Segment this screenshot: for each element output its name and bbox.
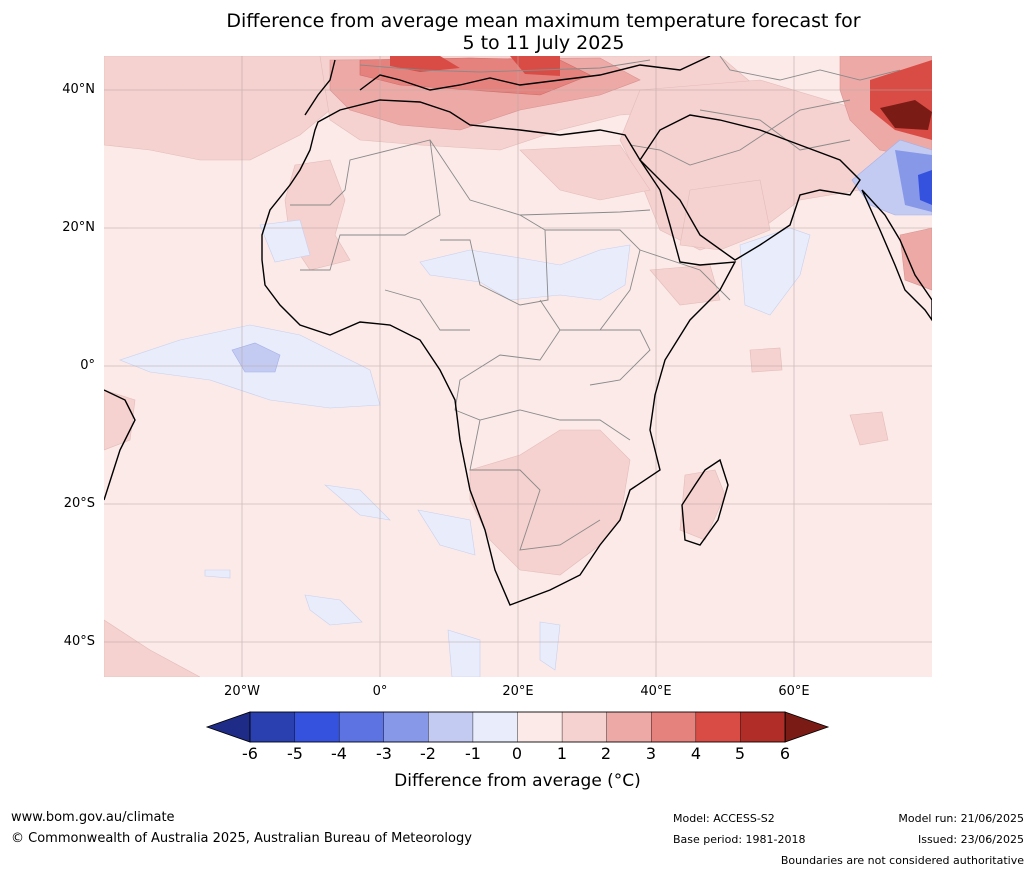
colorbar	[205, 711, 830, 743]
footer-issued: Issued: 23/06/2025	[917, 833, 1024, 846]
colorbar-tick: 0	[511, 744, 523, 763]
lat-label-20s: 20°S	[63, 496, 95, 511]
colorbar-cell	[338, 711, 385, 743]
colorbar-tick: 4	[690, 744, 702, 763]
graticule	[104, 56, 932, 677]
colorbar-tick: -2	[420, 744, 436, 763]
colorbar-tick: -6	[242, 744, 258, 763]
colorbar-cell	[651, 711, 697, 743]
colorbar-tick: 5	[734, 744, 746, 763]
colorbar-cell	[606, 711, 652, 743]
anomaly-cooler-atlantic	[231, 342, 281, 373]
country-boundaries	[290, 56, 901, 551]
colorbar-tick: 3	[645, 744, 657, 763]
footer-copyright: © Commonwealth of Australia 2025, Austra…	[11, 831, 472, 846]
colorbar-tick: -1	[465, 744, 481, 763]
lat-label-20n: 20°N	[62, 220, 95, 235]
coastlines	[104, 56, 932, 606]
colorbar-cell	[740, 711, 786, 743]
colorbar-cell	[472, 711, 519, 743]
colorbar-cell	[561, 711, 608, 743]
anomaly-warm-sahara-east	[519, 144, 771, 251]
europe-coastline	[304, 56, 711, 116]
lon-label-20w: 20°W	[224, 684, 260, 699]
colorbar-tick: -5	[287, 744, 303, 763]
arabia-coastline	[639, 114, 861, 261]
colorbar-max-extension	[784, 711, 830, 743]
colorbar-min-extension	[205, 711, 251, 743]
colorbar-cell	[517, 711, 563, 743]
lon-label-0: 0°	[372, 684, 388, 699]
lat-label-40n: 40°N	[62, 82, 95, 97]
anomaly-cool-sahel	[259, 219, 631, 301]
anomaly-warm-madagascar	[679, 469, 726, 541]
colorbar-cell	[249, 711, 296, 743]
map-title: Difference from average mean maximum tem…	[0, 10, 1035, 54]
footer-website: www.bom.gov.au/climate	[11, 810, 175, 825]
anomaly-hotter-balkans	[390, 56, 560, 76]
title-line-2: 5 to 11 July 2025	[462, 32, 625, 54]
footer-disclaimer: Boundaries are not considered authoritat…	[780, 854, 1024, 867]
anomaly-warm-india	[899, 227, 932, 291]
lat-label-equator: 0°	[80, 358, 95, 373]
lon-label-20e: 20°E	[502, 684, 534, 699]
lon-label-40e: 40°E	[640, 684, 672, 699]
india-coastline	[861, 189, 932, 322]
colorbar-cell	[695, 711, 742, 743]
footer-model-run: Model run: 21/06/2025	[898, 812, 1024, 825]
colorbar-tick: 1	[556, 744, 568, 763]
madagascar-coastline	[681, 458, 729, 546]
title-line-1: Difference from average mean maximum tem…	[226, 10, 861, 32]
colorbar-tick: 2	[600, 744, 612, 763]
lat-label-40s: 40°S	[63, 634, 95, 649]
colorbar-tick: -3	[376, 744, 392, 763]
lon-label-60e: 60°E	[778, 684, 810, 699]
colorbar-label: Difference from average (°C)	[394, 771, 641, 791]
anomaly-cold-bay-of-bengal	[918, 170, 932, 205]
south-america-coastline	[104, 389, 136, 501]
anomaly-warm-indian-ocean	[104, 389, 889, 677]
africa-coastline	[261, 99, 737, 606]
colorbar-cell	[383, 711, 430, 743]
colorbar-tick: 6	[779, 744, 791, 763]
colorbar-cell	[294, 711, 340, 743]
anomaly-extreme-central-asia	[880, 100, 932, 130]
footer-model: Model: ACCESS-S2	[673, 812, 775, 825]
colorbar-cell	[428, 711, 474, 743]
anomaly-cool-southern-ocean	[204, 484, 561, 677]
footer-base-period: Base period: 1981-2018	[673, 833, 806, 846]
colorbar-tick: -4	[331, 744, 347, 763]
